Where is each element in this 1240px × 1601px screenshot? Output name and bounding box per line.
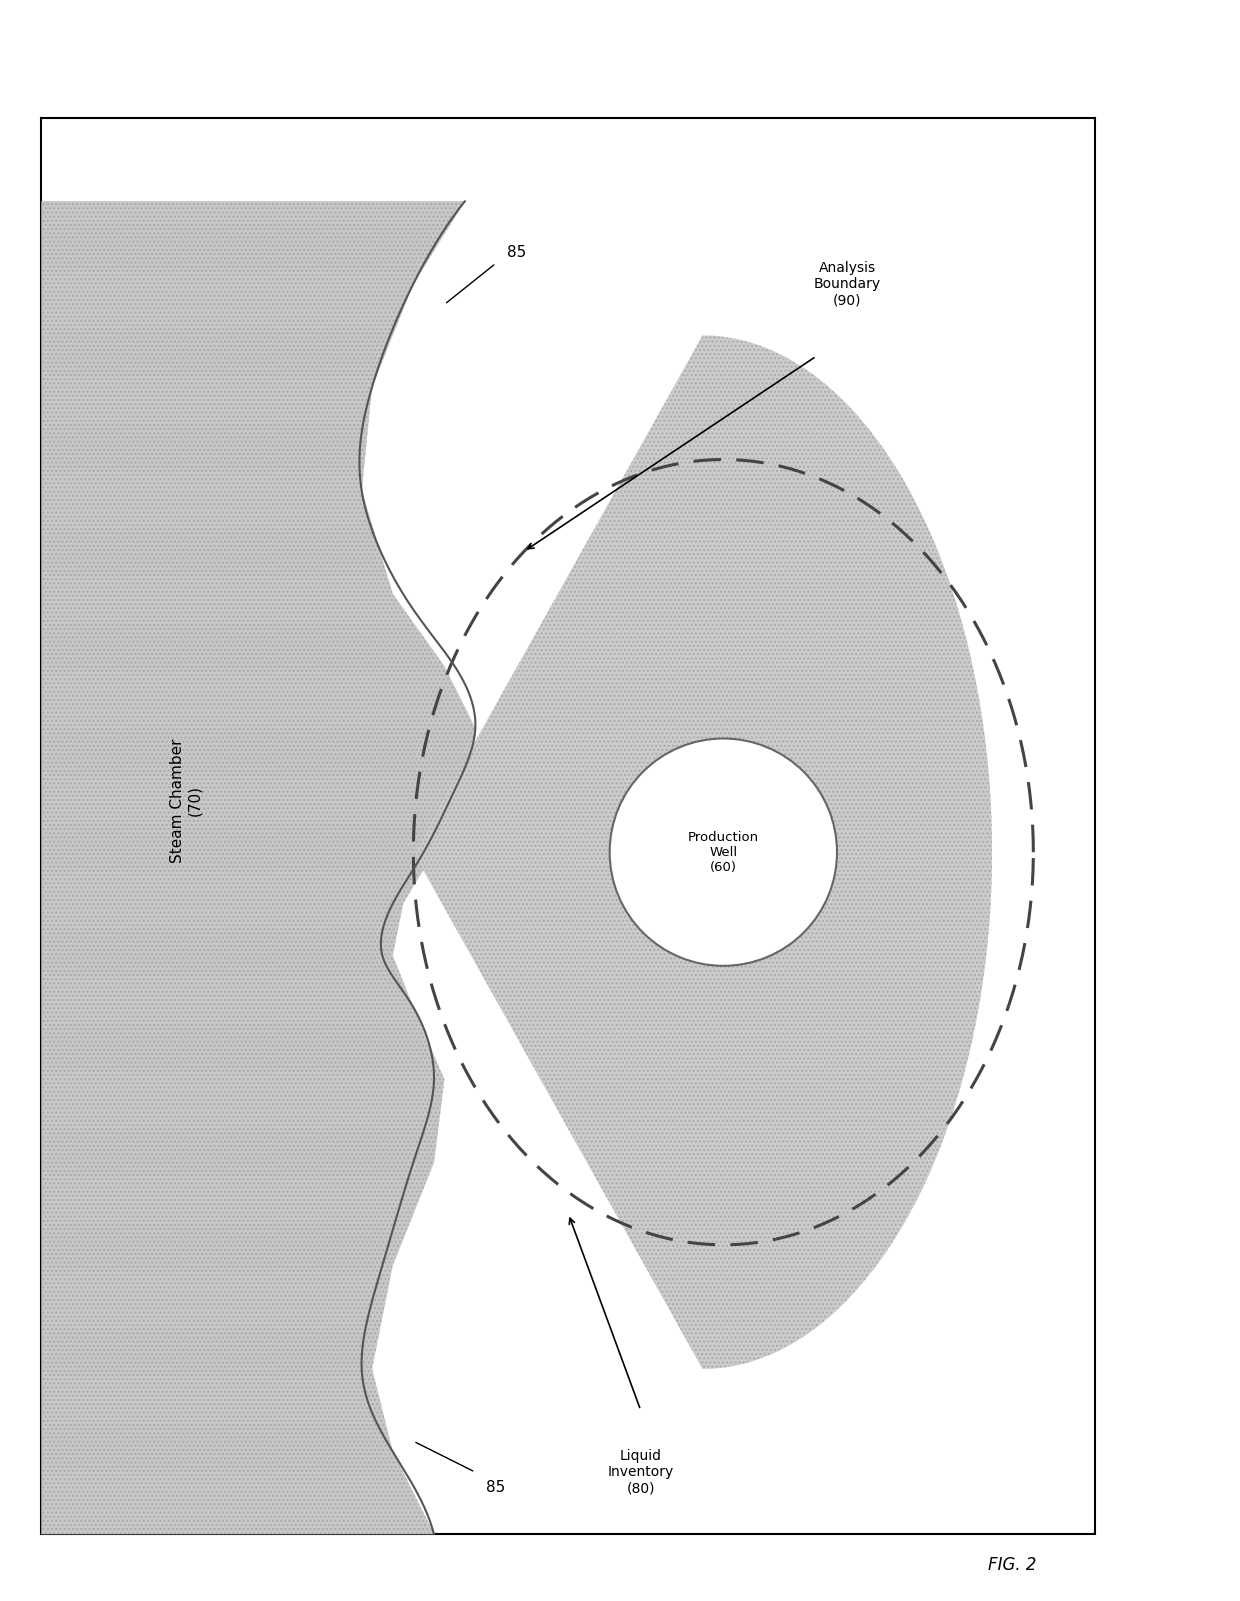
Polygon shape xyxy=(413,336,992,1369)
Bar xyxy=(41,118,1095,1534)
Polygon shape xyxy=(41,202,475,1534)
Text: Liquid
Inventory
(80): Liquid Inventory (80) xyxy=(608,1449,673,1495)
Text: FIG. 2: FIG. 2 xyxy=(988,1556,1037,1574)
Text: Production
Well
(60): Production Well (60) xyxy=(688,831,759,874)
Text: Analysis
Boundary
(90): Analysis Boundary (90) xyxy=(813,261,880,307)
Circle shape xyxy=(610,738,837,965)
Text: 85: 85 xyxy=(507,245,526,261)
Text: 85: 85 xyxy=(486,1481,506,1495)
Text: Steam Chamber
(70): Steam Chamber (70) xyxy=(170,738,202,863)
